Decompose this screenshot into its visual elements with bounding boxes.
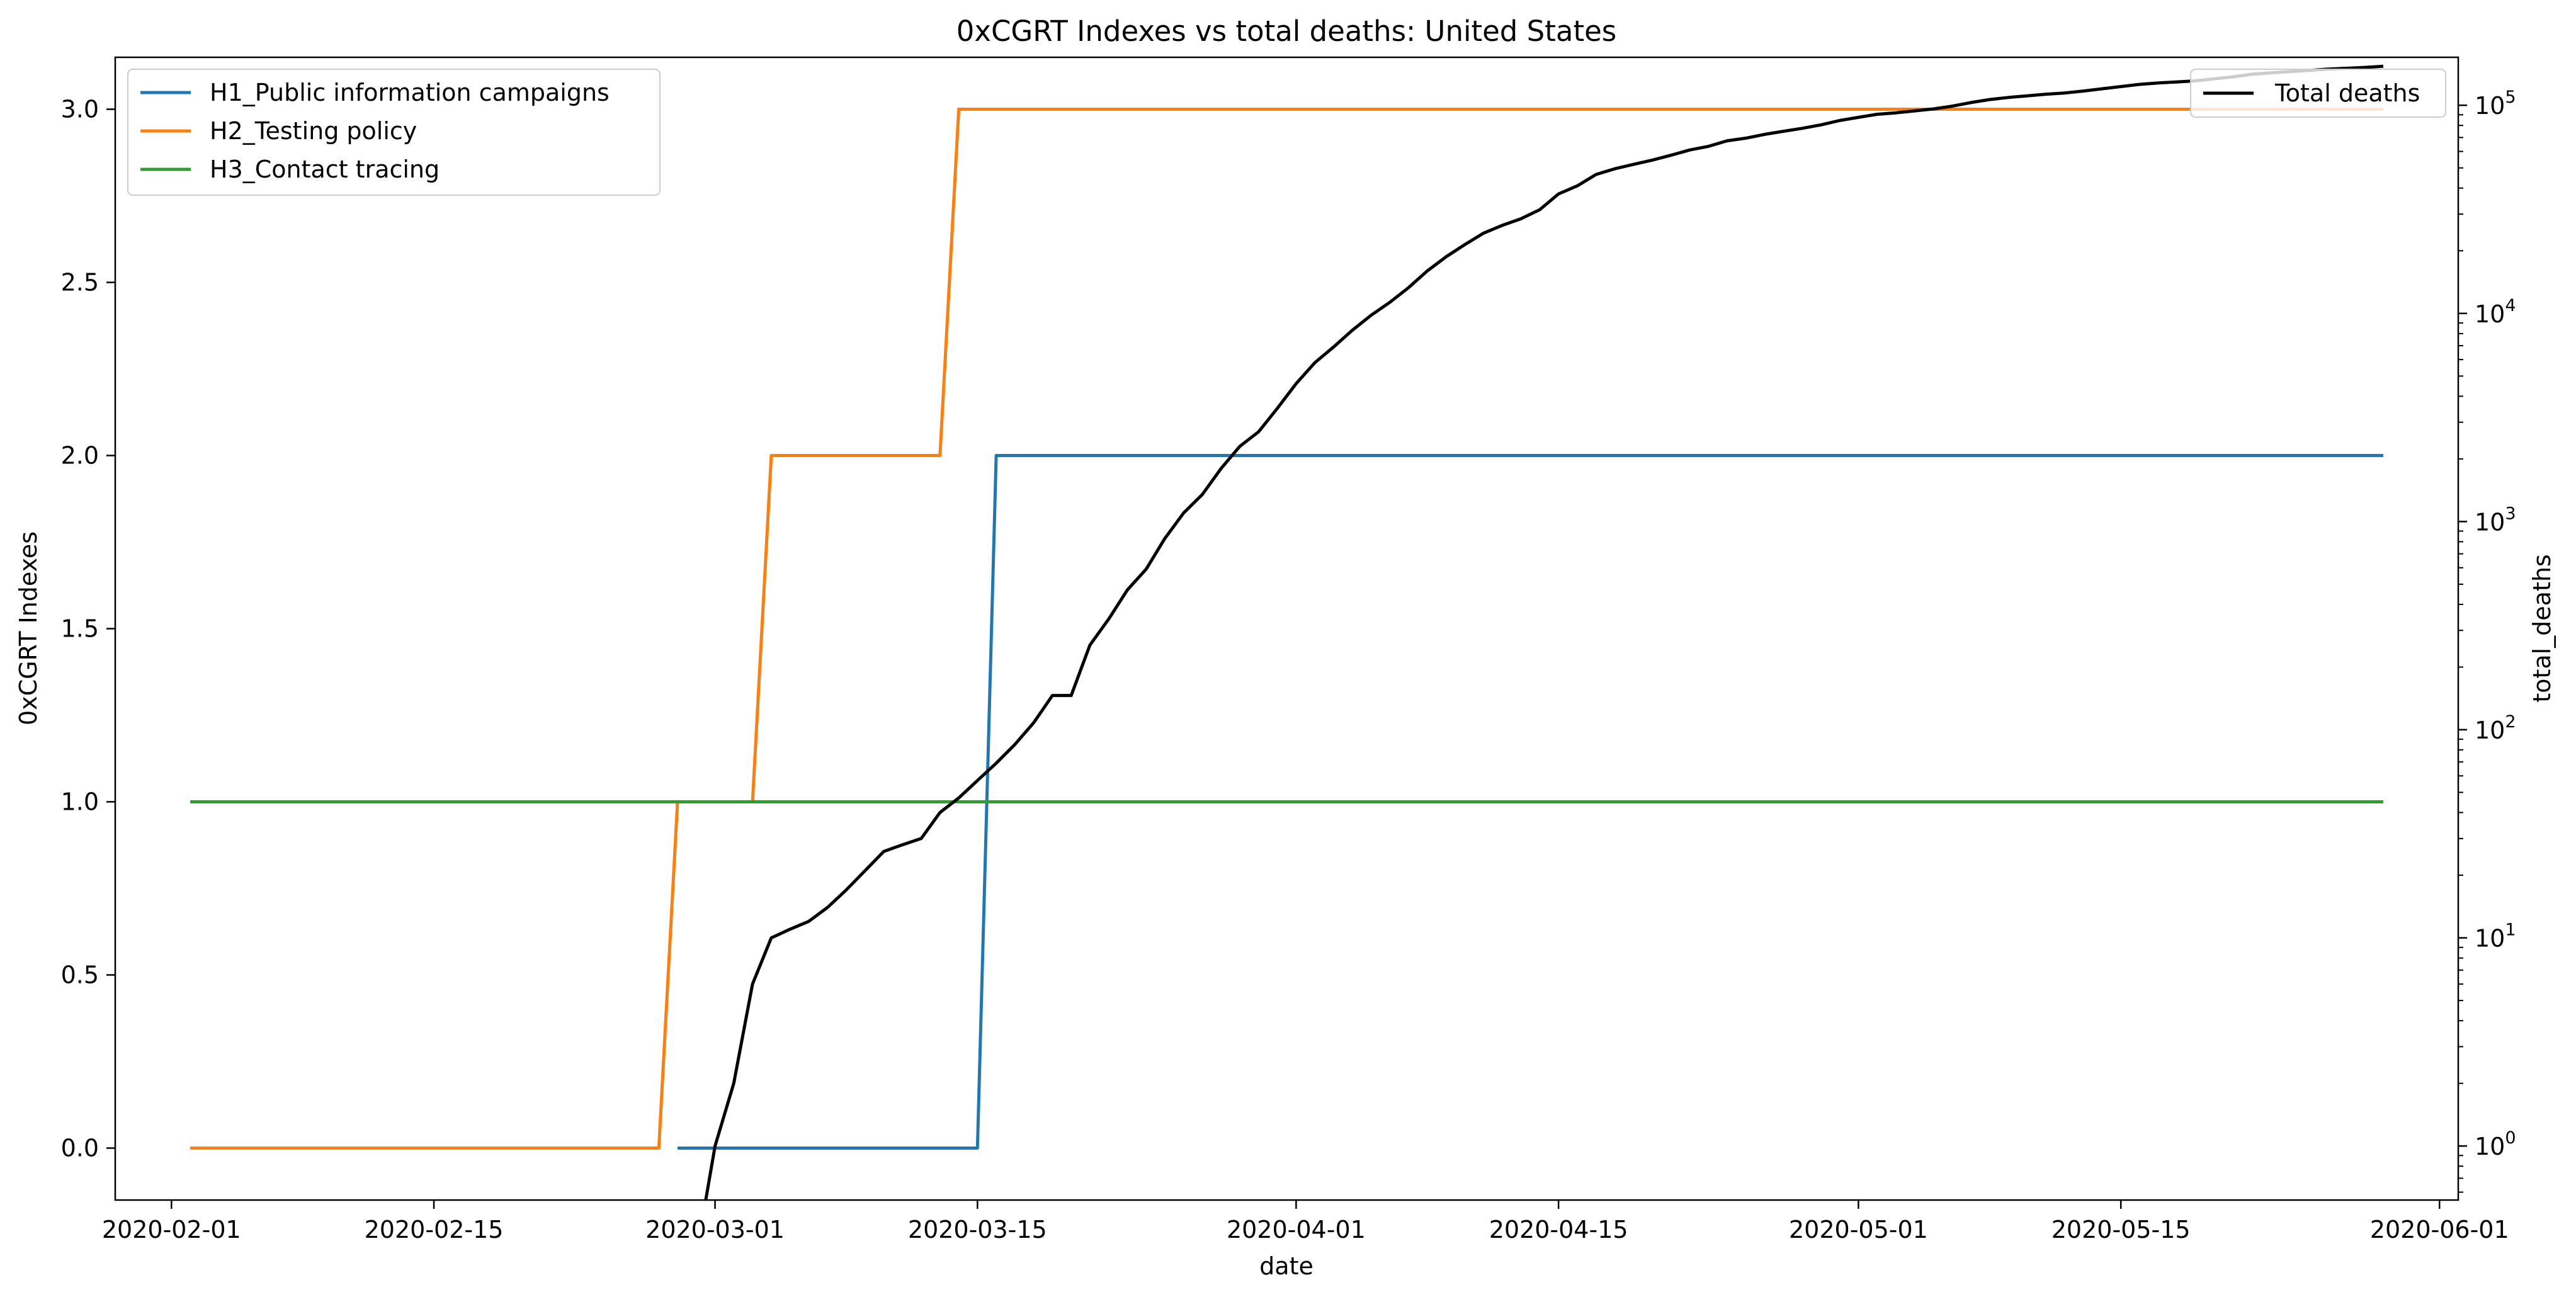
y-tick-label: 2.5 bbox=[61, 269, 99, 297]
y2-axis-label: total_deaths bbox=[2528, 554, 2556, 702]
chart-title: 0xCGRT Indexes vs total deaths: United S… bbox=[956, 14, 1616, 48]
y2-tick-label: 102 bbox=[2475, 712, 2516, 744]
y-tick-label: 0.5 bbox=[61, 961, 99, 989]
y2-tick-label: 104 bbox=[2475, 296, 2516, 328]
y2-tick-label: 100 bbox=[2475, 1128, 2516, 1160]
x-tick-label: 2020-03-15 bbox=[908, 1216, 1047, 1243]
y-axis-label: 0xCGRT Indexes bbox=[14, 531, 42, 725]
y-tick-label: 1.5 bbox=[61, 615, 99, 643]
legend-right-box bbox=[2190, 69, 2446, 118]
y2-tick-label: 103 bbox=[2475, 504, 2516, 536]
y-tick-label: 3.0 bbox=[61, 96, 99, 123]
series-h2-line bbox=[190, 108, 2383, 1150]
legend-left: H1_Public information campaigns H2_Testi… bbox=[127, 69, 661, 196]
series-total-deaths-line bbox=[704, 64, 2384, 1200]
y-tick-label: 2.0 bbox=[61, 442, 99, 470]
y-tick-label: 0.0 bbox=[61, 1135, 99, 1162]
x-tick-label: 2020-03-01 bbox=[645, 1216, 785, 1243]
y2-tick-label: 101 bbox=[2475, 920, 2516, 953]
x-tick-label: 2020-05-15 bbox=[2051, 1216, 2191, 1243]
y2-tick-label: 105 bbox=[2475, 88, 2516, 120]
legend-label-h1: H1_Public information campaigns bbox=[210, 79, 610, 106]
x-axis: 2020-02-01 2020-02-15 2020-03-01 2020-03-15… bbox=[102, 1200, 2509, 1243]
y-axis-left: 0.0 0.5 1.0 1.5 2.0 2.5 3.0 bbox=[61, 96, 115, 1162]
legend-label-h2: H2_Testing policy bbox=[210, 117, 417, 145]
legend-label-total-deaths: Total deaths bbox=[2274, 79, 2420, 107]
x-tick-label: 2020-04-01 bbox=[1227, 1216, 1366, 1243]
x-tick-label: 2020-02-01 bbox=[102, 1216, 241, 1243]
legend-label-h3: H3_Contact tracing bbox=[210, 156, 440, 183]
x-tick-label: 2020-02-15 bbox=[365, 1216, 504, 1243]
y-tick-label: 1.0 bbox=[61, 788, 99, 816]
x-tick-label: 2020-04-15 bbox=[1489, 1216, 1628, 1243]
series-layer bbox=[190, 64, 2384, 1200]
x-tick-label: 2020-05-01 bbox=[1789, 1216, 1928, 1243]
legend-right: Total deaths bbox=[2190, 69, 2446, 118]
x-tick-label: 2020-06-01 bbox=[2370, 1216, 2509, 1243]
y-axis-right: 100 101 102 103 104 105 bbox=[2458, 88, 2516, 1193]
legend-left-box bbox=[127, 69, 661, 196]
x-axis-label: date bbox=[1259, 1252, 1314, 1280]
